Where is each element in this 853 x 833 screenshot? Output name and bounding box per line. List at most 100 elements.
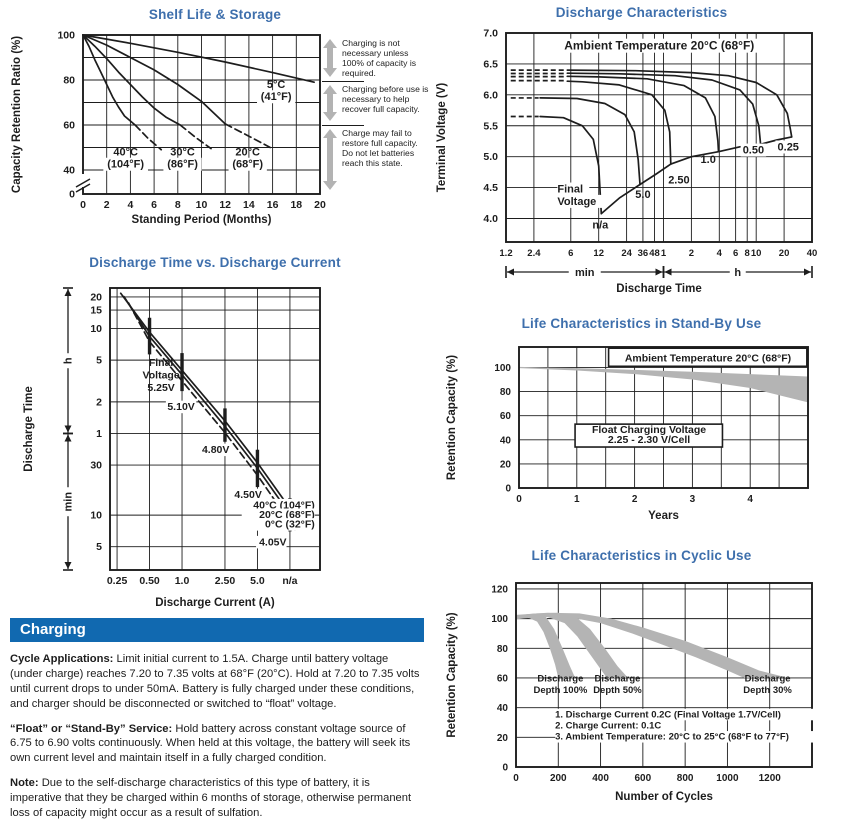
chart-annotation: Voltage	[557, 196, 596, 208]
annotation-box	[607, 347, 808, 368]
y-axis-title: Capacity Retention Ratio (%)	[11, 36, 23, 193]
chart-annotation: 40°C (104°F)	[253, 499, 315, 511]
paragraph-text: Due to the self-discharge characteristic…	[10, 777, 412, 820]
chart-annotation: Discharge	[595, 674, 641, 685]
cyclic-life-chart: Life Characteristics in Cyclic Use 0 200 4…	[430, 540, 853, 833]
discharge-time-vs-current-chart: Discharge Time vs. Discharge Current 0.2…	[0, 250, 430, 615]
label-bg	[555, 708, 837, 721]
y-axis-title: Terminal Voltage (V)	[436, 83, 448, 193]
note-text: Charge may fail to restore full capacity…	[342, 128, 418, 169]
label-bg	[557, 182, 590, 196]
discharge-characteristics-chart: Discharge Characteristics 1.2 2.4 6 12 24 36 4…	[430, 0, 853, 300]
label-bg	[557, 194, 603, 208]
chart-annotation: 20°C	[235, 146, 260, 158]
y-tick-label: 80	[63, 74, 75, 86]
cyclic-life-plot: 0 200 400 600 800 1000 1200 0 20 40 60 80 100 120 Numb…	[446, 582, 837, 803]
label-bg	[247, 518, 315, 531]
x-tick-label: 12	[593, 248, 604, 259]
x-tick-label: 1200	[759, 773, 782, 784]
x-tick-label: 1	[661, 248, 667, 259]
chart-title-discharge-time-current: Discharge Time vs. Discharge Current	[89, 255, 341, 270]
x-tick-label: n/a	[282, 575, 297, 587]
x-tick-label: 36	[638, 248, 649, 259]
chart-annotation: 0.50	[743, 145, 764, 157]
x-tick-label: 20	[314, 199, 326, 211]
y-tick-label: 20	[497, 733, 509, 744]
y-tick-label: 1	[96, 428, 102, 440]
x-tick-label: 14	[243, 199, 255, 211]
y-tick-label: 5	[96, 541, 102, 553]
y-tick-label: 40	[497, 703, 509, 714]
x-tick-label: 6	[151, 199, 157, 211]
label-bg	[551, 38, 768, 53]
chart-annotation: Ambient Temperature 20°C (68°F)	[625, 352, 791, 364]
axis-unit-label: min	[575, 267, 595, 279]
chart-annotation: Voltage	[143, 370, 180, 382]
y-tick-label: 4.5	[483, 182, 498, 194]
x-tick-label: 3	[690, 494, 696, 505]
paragraph-lead: Cycle Applications:	[10, 653, 114, 665]
chart-annotation: Ambient Temperature 20°C (68°F)	[564, 39, 754, 53]
x-tick-label: 24	[621, 248, 632, 259]
y-tick-label: 15	[90, 305, 102, 317]
y-tick-label: 60	[497, 673, 509, 684]
y-tick-label: 4.0	[483, 213, 498, 225]
x-tick-label: 400	[592, 773, 609, 784]
band-depth-30	[516, 612, 789, 678]
annotation-box	[574, 423, 724, 448]
x-axis-title: Standing Period (Months)	[132, 214, 272, 226]
label-bg	[555, 731, 837, 743]
x-axis-title: Number of Cycles	[615, 791, 713, 803]
chart-annotation: 5.10V	[167, 401, 194, 413]
y-axis-title: Retention Capacity (%)	[446, 355, 458, 480]
x-tick-label: 0.25	[107, 575, 128, 587]
label-bg	[555, 719, 682, 732]
label-bg	[165, 400, 197, 414]
arrowhead	[64, 289, 72, 296]
arrowhead	[64, 562, 72, 569]
label-bg	[103, 157, 148, 171]
y-tick-label: 6.5	[483, 58, 498, 70]
chart-annotation: Discharge	[537, 674, 583, 685]
x-tick-label: 0	[516, 494, 522, 505]
plot-border	[109, 287, 321, 571]
gray-double-arrow-icon	[322, 127, 337, 192]
x-tick-label: 800	[677, 773, 694, 784]
x-tick-label: 18	[290, 199, 302, 211]
discharge-time-vs-current-plot: 0.25 0.50 1.0 2.50 5.0 n/a 20 15 10 5 2 1 30 10 5 Disch…	[23, 287, 321, 609]
plot-border	[505, 32, 813, 243]
rate-0.50C	[566, 72, 762, 146]
x-axis-title: Years	[648, 510, 679, 522]
y-tick-label: 60	[500, 411, 512, 422]
chart-annotation: 20°C (68°F)	[259, 509, 315, 521]
paragraph-text: Hold battery across constant voltage sou…	[10, 722, 411, 765]
x-tick-label: 10	[751, 248, 762, 259]
charging-section: Charging Cycle Applications: Limit initi…	[0, 618, 430, 821]
chart-annotation: (68°F)	[232, 159, 263, 171]
rate-0.25C	[566, 69, 793, 138]
chart-annotation: Float Charging Voltage	[592, 424, 706, 436]
rate-5.0C	[539, 97, 641, 186]
label-bg	[163, 157, 202, 171]
shelf-life-storage-chart: Shelf Life & Storage 0 2 4 6 8 10 12 14 16 18 20 10…	[0, 0, 430, 242]
x-tick-label: 1000	[716, 773, 739, 784]
x-tick-label: 2	[632, 494, 638, 505]
curve-5C	[82, 34, 315, 84]
y-tick-label: 60	[63, 119, 75, 131]
y-tick-label: 20	[500, 459, 512, 470]
chart-annotation: 0.25	[778, 141, 799, 153]
standby-life-chart: Life Characteristics in Stand-By Use 0 1 2…	[430, 300, 853, 540]
chart-annotation: Depth 50%	[593, 685, 642, 696]
axis-break-mark	[75, 178, 91, 188]
curve-40C	[82, 34, 136, 126]
label-bg	[241, 508, 315, 521]
y-tick-label: 2	[96, 396, 102, 408]
x-tick-label: 6	[568, 248, 573, 259]
x-axis-title: Discharge Current (A)	[155, 597, 275, 609]
label-bg	[228, 157, 267, 171]
chart-annotation: 5.25V	[147, 382, 174, 394]
x-tick-label: 8	[175, 199, 181, 211]
chart-annotation: Final	[149, 357, 174, 369]
x-tick-label: 5.0	[250, 575, 265, 587]
